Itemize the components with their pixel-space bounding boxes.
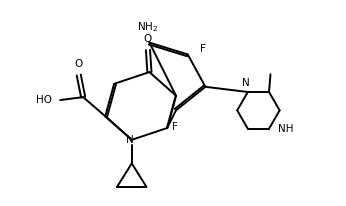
Text: F: F	[172, 122, 177, 132]
Text: O: O	[74, 59, 82, 69]
Text: F: F	[200, 43, 206, 54]
Text: NH$_2$: NH$_2$	[137, 21, 158, 34]
Text: N: N	[126, 135, 134, 145]
Text: N: N	[243, 78, 250, 88]
Text: HO: HO	[36, 95, 52, 105]
Text: O: O	[144, 34, 152, 43]
Text: NH: NH	[279, 124, 294, 134]
